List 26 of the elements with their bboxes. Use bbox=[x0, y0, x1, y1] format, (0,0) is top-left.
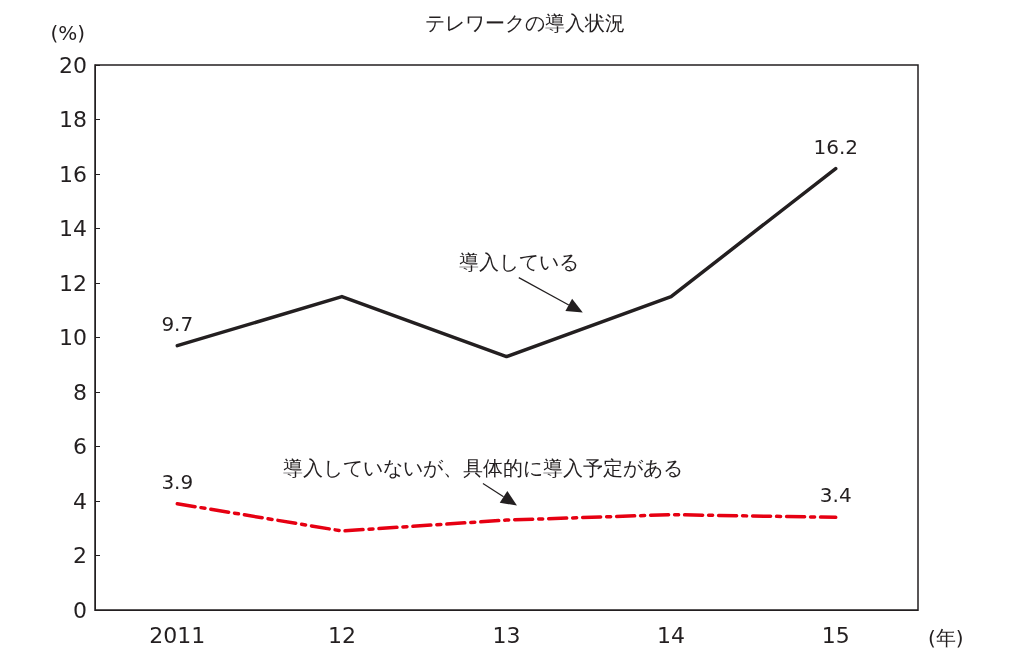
y-tick-label: 2 bbox=[73, 543, 87, 568]
y-axis-title: (%) bbox=[50, 21, 85, 45]
x-axis-title: (年) bbox=[928, 626, 964, 650]
y-tick-label: 8 bbox=[73, 379, 87, 405]
x-tick-label: 12 bbox=[327, 622, 356, 648]
y-tick-label: 16 bbox=[59, 161, 87, 187]
y-tick-label: 18 bbox=[59, 107, 87, 132]
x-tick-label: 14 bbox=[657, 622, 686, 648]
y-tick-label: 14 bbox=[59, 216, 87, 241]
line-series bbox=[175, 501, 838, 533]
y-tick-label: 6 bbox=[73, 434, 87, 459]
data-label: 9.7 bbox=[161, 311, 194, 336]
data-label: 16.2 bbox=[813, 134, 858, 159]
y-tick-label: 0 bbox=[73, 597, 87, 623]
y-tick-label: 12 bbox=[59, 270, 87, 296]
text: 導入している bbox=[458, 249, 579, 274]
x-tick-label: 13 bbox=[492, 622, 521, 648]
series-label: 導入していないが、具体的に導入予定がある bbox=[282, 455, 683, 480]
chart-title: テレワークの導入状況 bbox=[425, 11, 625, 35]
y-tick-label: 10 bbox=[59, 325, 87, 350]
y-tick-label: 4 bbox=[73, 488, 87, 514]
x-tick-label: 2011 bbox=[149, 622, 206, 648]
data-label: 3.9 bbox=[161, 469, 194, 494]
x-tick-label: 15 bbox=[821, 622, 850, 648]
data-label: 3.4 bbox=[819, 483, 852, 508]
y-tick-label: 20 bbox=[59, 52, 87, 78]
